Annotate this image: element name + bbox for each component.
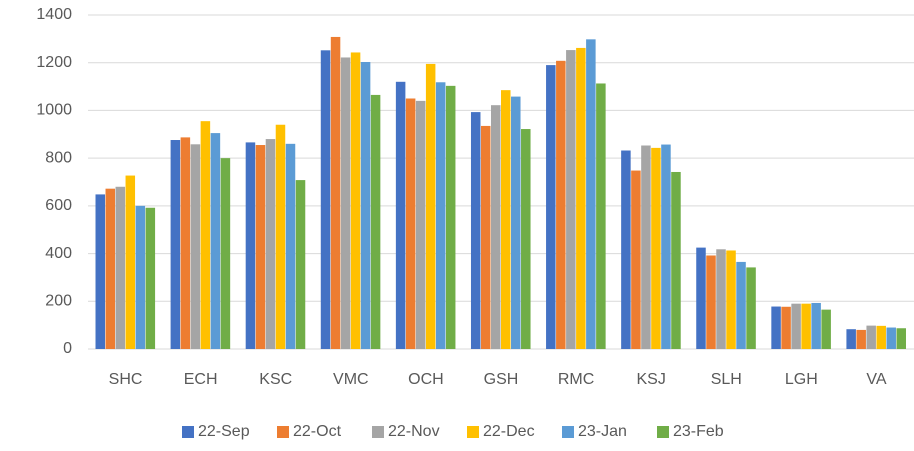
bar xyxy=(405,98,416,349)
bar xyxy=(781,306,791,349)
bar xyxy=(866,325,876,349)
bar xyxy=(821,309,831,349)
y-tick-label: 600 xyxy=(45,197,72,214)
bar xyxy=(661,144,671,349)
bar xyxy=(576,47,586,350)
y-tick-label: 800 xyxy=(45,149,72,166)
bar xyxy=(445,85,456,349)
legend-label: 23-Feb xyxy=(673,423,724,440)
bar xyxy=(671,171,681,349)
legend-label: 22-Nov xyxy=(388,423,440,440)
bar xyxy=(696,247,706,349)
legend-swatch xyxy=(562,426,574,438)
bar xyxy=(395,81,406,350)
bar xyxy=(340,57,351,350)
x-tick-label: KSJ xyxy=(637,371,666,388)
bar xyxy=(490,105,501,350)
bar xyxy=(641,145,651,349)
x-tick-label: SLH xyxy=(711,371,742,388)
bar xyxy=(746,267,756,349)
y-tick-label: 1000 xyxy=(36,102,72,119)
x-tick-label: VA xyxy=(866,371,886,388)
bar xyxy=(255,145,266,349)
bar xyxy=(200,121,211,350)
bar xyxy=(716,249,726,349)
y-tick-label: 1400 xyxy=(36,6,72,23)
bar xyxy=(275,124,286,349)
bar xyxy=(546,65,556,349)
x-tick-label: RMC xyxy=(558,371,594,388)
bar xyxy=(145,207,156,349)
bar xyxy=(876,325,886,349)
bar xyxy=(285,143,296,349)
x-tick-label: LGH xyxy=(785,371,818,388)
bar xyxy=(350,52,361,349)
legend-label: 22-Dec xyxy=(483,423,535,440)
bar xyxy=(320,50,331,350)
bar xyxy=(190,144,201,349)
bar xyxy=(265,139,276,349)
bar xyxy=(501,90,511,350)
bar xyxy=(846,329,856,349)
y-tick-label: 200 xyxy=(45,293,72,310)
bar xyxy=(736,261,746,349)
x-tick-label: GSH xyxy=(484,371,519,388)
bar xyxy=(706,255,716,349)
bar xyxy=(435,82,446,349)
bar xyxy=(295,180,306,349)
bar xyxy=(170,140,181,349)
bar xyxy=(115,186,126,349)
bar xyxy=(631,170,641,349)
bar xyxy=(566,50,576,349)
bar xyxy=(360,61,371,350)
bar xyxy=(470,112,481,349)
bar xyxy=(135,205,146,349)
bar xyxy=(210,133,221,349)
bar xyxy=(621,150,631,349)
bar xyxy=(586,39,596,349)
x-tick-label: KSC xyxy=(259,371,292,388)
bar xyxy=(886,327,896,349)
bar xyxy=(596,83,606,349)
legend-swatch xyxy=(182,426,194,438)
bar xyxy=(105,188,116,349)
legend-label: 23-Jan xyxy=(578,423,627,440)
bar xyxy=(330,36,341,349)
x-tick-label: OCH xyxy=(408,371,444,388)
bar xyxy=(220,158,231,349)
bar xyxy=(811,302,821,349)
bar xyxy=(801,303,811,349)
bar xyxy=(245,142,256,349)
bar xyxy=(726,250,736,349)
y-tick-label: 0 xyxy=(63,340,72,357)
bar xyxy=(95,194,106,349)
legend-label: 22-Oct xyxy=(293,423,342,440)
bar xyxy=(480,125,491,349)
bar xyxy=(791,303,801,349)
bar xyxy=(125,175,136,349)
bar xyxy=(771,306,781,349)
bar xyxy=(415,100,426,349)
y-tick-label: 400 xyxy=(45,245,72,262)
bar xyxy=(856,329,866,349)
bar xyxy=(651,147,661,349)
x-tick-label: SHC xyxy=(109,371,143,388)
x-tick-label: VMC xyxy=(333,371,369,388)
bar xyxy=(521,129,531,349)
bar xyxy=(556,60,566,349)
bar xyxy=(896,328,906,349)
legend-swatch xyxy=(467,426,479,438)
bar xyxy=(511,96,521,349)
legend-swatch xyxy=(372,426,384,438)
bar xyxy=(180,137,191,349)
x-tick-label: ECH xyxy=(184,371,218,388)
bar xyxy=(370,94,381,350)
bar xyxy=(425,63,436,350)
legend-swatch xyxy=(657,426,669,438)
y-tick-label: 1200 xyxy=(36,54,72,71)
legend-swatch xyxy=(277,426,289,438)
legend-label: 22-Sep xyxy=(198,423,250,440)
